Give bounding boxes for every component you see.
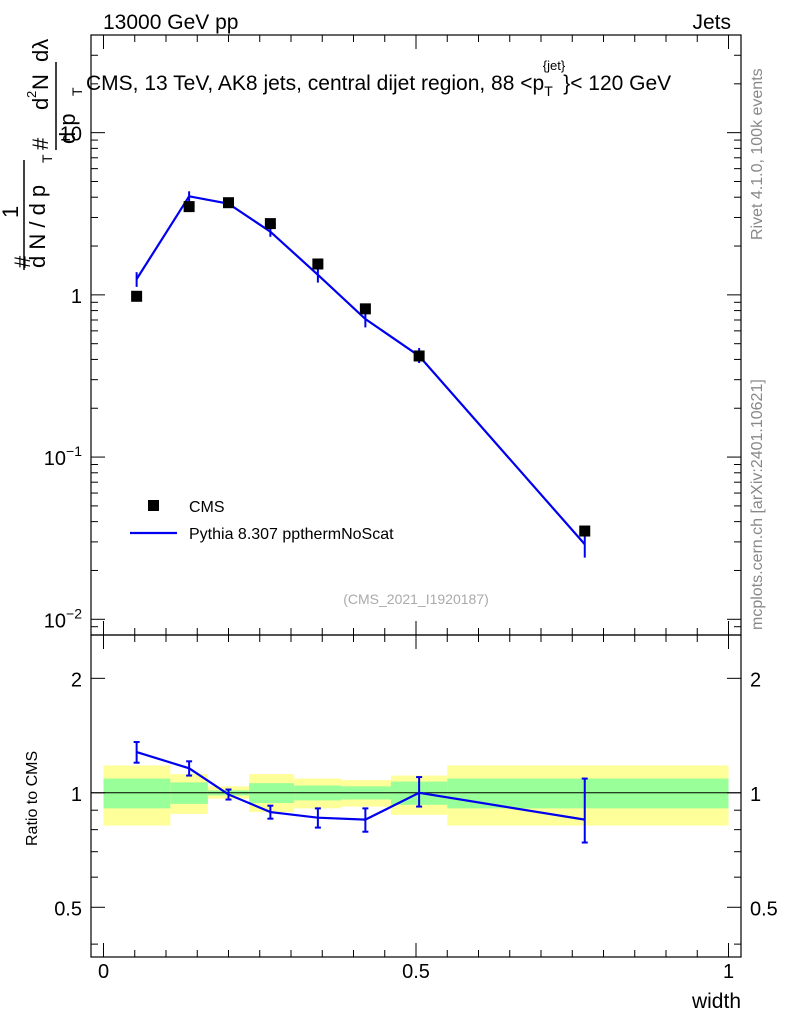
x-axis-label: width xyxy=(691,990,741,1013)
cms-data-point xyxy=(359,303,371,315)
energy-label: 13000 GeV pp xyxy=(103,11,238,34)
rivet-label: Rivet 4.1.0, 100k events xyxy=(749,68,766,240)
y-tick-label-exp: −2 xyxy=(66,605,82,621)
legend: CMS Pythia 8.307 ppthermNoScat xyxy=(130,499,394,543)
title-sup: {jet} xyxy=(543,58,566,73)
legend-cms-marker xyxy=(148,500,159,511)
main-plot-frame xyxy=(90,34,742,636)
green-band-bin xyxy=(103,778,171,809)
y-tick-label-base: 10 xyxy=(44,448,66,470)
cms-data-point xyxy=(579,525,591,537)
main-data-marks xyxy=(131,191,591,558)
x-tick-label: 1 xyxy=(723,961,734,983)
cms-data-point xyxy=(264,218,276,230)
legend-pythia-label: Pythia 8.307 ppthermNoScat xyxy=(189,526,394,543)
title-suffix: }< 120 GeV xyxy=(563,72,671,95)
ratio-axis-ticks: 0.5 0.5 1 1 2 2 0 0.5 1 xyxy=(54,635,778,983)
ratio-pythia-line xyxy=(136,750,585,821)
analysis-watermark: (CMS_2021_I1920187) xyxy=(343,591,489,607)
y-tick-label: 10−1 xyxy=(44,443,82,470)
green-band-bin xyxy=(447,778,729,809)
ratio-data-marks xyxy=(133,741,588,844)
ylabel-two: 2 xyxy=(24,91,39,98)
ratio-y-tick-label-left: 0.5 xyxy=(54,898,82,920)
ratio-y-tick-label-right: 0.5 xyxy=(750,898,778,920)
cms-data-point xyxy=(131,290,143,302)
main-title: CMS, 13 TeV, AK8 jets, central dijet reg… xyxy=(86,58,671,99)
ylabel-dlambda: dλ xyxy=(28,39,53,62)
ylabel-T-2: T xyxy=(69,87,85,96)
y-tick-label: 1 xyxy=(71,286,82,308)
main-y-axis-label: # 1 d N / d p T # d 2 N d p T dλ xyxy=(0,39,85,270)
title-prefix: CMS, 13 TeV, AK8 jets, central dijet reg… xyxy=(86,72,544,95)
cms-data-point xyxy=(413,350,425,362)
ylabel-num-d: d xyxy=(28,98,53,110)
pythia-line xyxy=(135,195,586,546)
ylabel-hash-2: # xyxy=(28,137,53,150)
ylabel-T-1: T xyxy=(39,154,55,163)
ylabel-one: 1 xyxy=(0,206,23,218)
category-label: Jets xyxy=(692,11,731,34)
y-tick-label: 10−2 xyxy=(44,605,82,632)
x-tick-label: 0.5 xyxy=(402,961,430,983)
mcplots-label: mcplots.cern.ch [arXiv:2401.10621] xyxy=(749,379,766,630)
ratio-y-tick-label-left: 2 xyxy=(71,669,82,691)
y-tick-label-exp: −1 xyxy=(66,443,82,459)
x-tick-label: 0 xyxy=(98,961,109,983)
ratio-y-tick-label-right: 2 xyxy=(750,669,761,691)
ylabel-den: d p xyxy=(55,113,80,144)
title-sub: T xyxy=(544,83,553,99)
ratio-y-tick-label-right: 1 xyxy=(750,784,761,806)
ratio-y-axis-label: Ratio to CMS xyxy=(24,751,41,846)
cms-data-point xyxy=(223,197,234,209)
y-tick-label-base: 10 xyxy=(44,610,66,632)
ylabel-N: N xyxy=(28,74,53,90)
y-tick-label: 10 xyxy=(60,124,82,146)
ratio-y-tick-label-left: 1 xyxy=(71,784,82,806)
cms-data-point xyxy=(312,258,324,270)
legend-cms-label: CMS xyxy=(189,499,225,516)
ylabel-hash-1: # xyxy=(10,255,35,268)
cms-data-point xyxy=(183,201,195,213)
ylabel-dn-dpt: d N / d p xyxy=(25,185,50,268)
